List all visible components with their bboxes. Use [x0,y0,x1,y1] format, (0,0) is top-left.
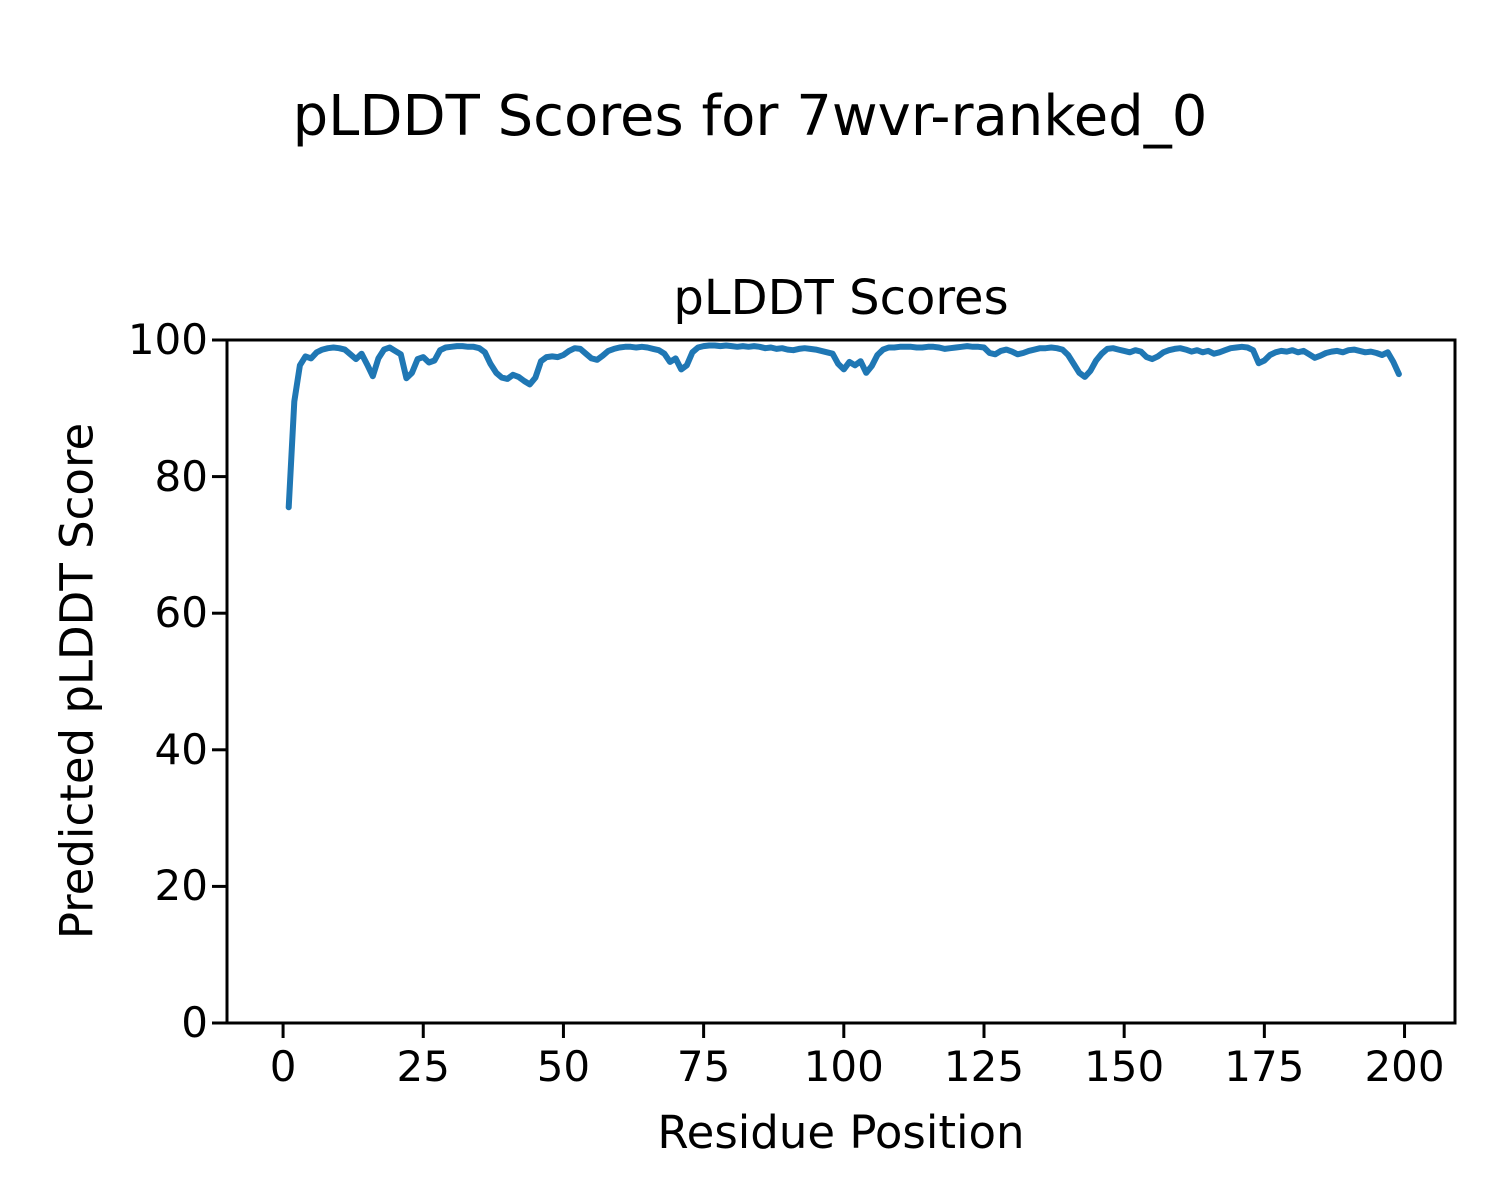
x-tick-label: 25 [396,1042,450,1091]
y-tick-label: 80 [154,451,208,501]
axes-title: pLDDT Scores [673,270,1009,326]
figure-title: pLDDT Scores for 7wvr-ranked_0 [292,84,1208,149]
y-tick-label: 60 [154,588,208,638]
x-tick-label: 50 [536,1042,591,1091]
y-tick-label: 0 [181,997,208,1047]
y-tick-label: 40 [154,724,208,774]
x-tick-label: 175 [1224,1042,1305,1091]
x-tick-label: 125 [943,1042,1025,1091]
axes-spines [225,338,1457,1025]
x-tick-label: 200 [1364,1042,1445,1091]
x-tick-label: 75 [676,1042,731,1091]
x-tick-label: 0 [269,1042,297,1091]
x-tick-label: 100 [803,1042,884,1091]
x-tick-label: 150 [1084,1042,1165,1091]
x-axis-label: Residue Position [657,1106,1025,1159]
y-tick-label: 100 [127,314,208,364]
y-tick-label: 20 [154,861,208,911]
plddt-line [285,342,1402,511]
